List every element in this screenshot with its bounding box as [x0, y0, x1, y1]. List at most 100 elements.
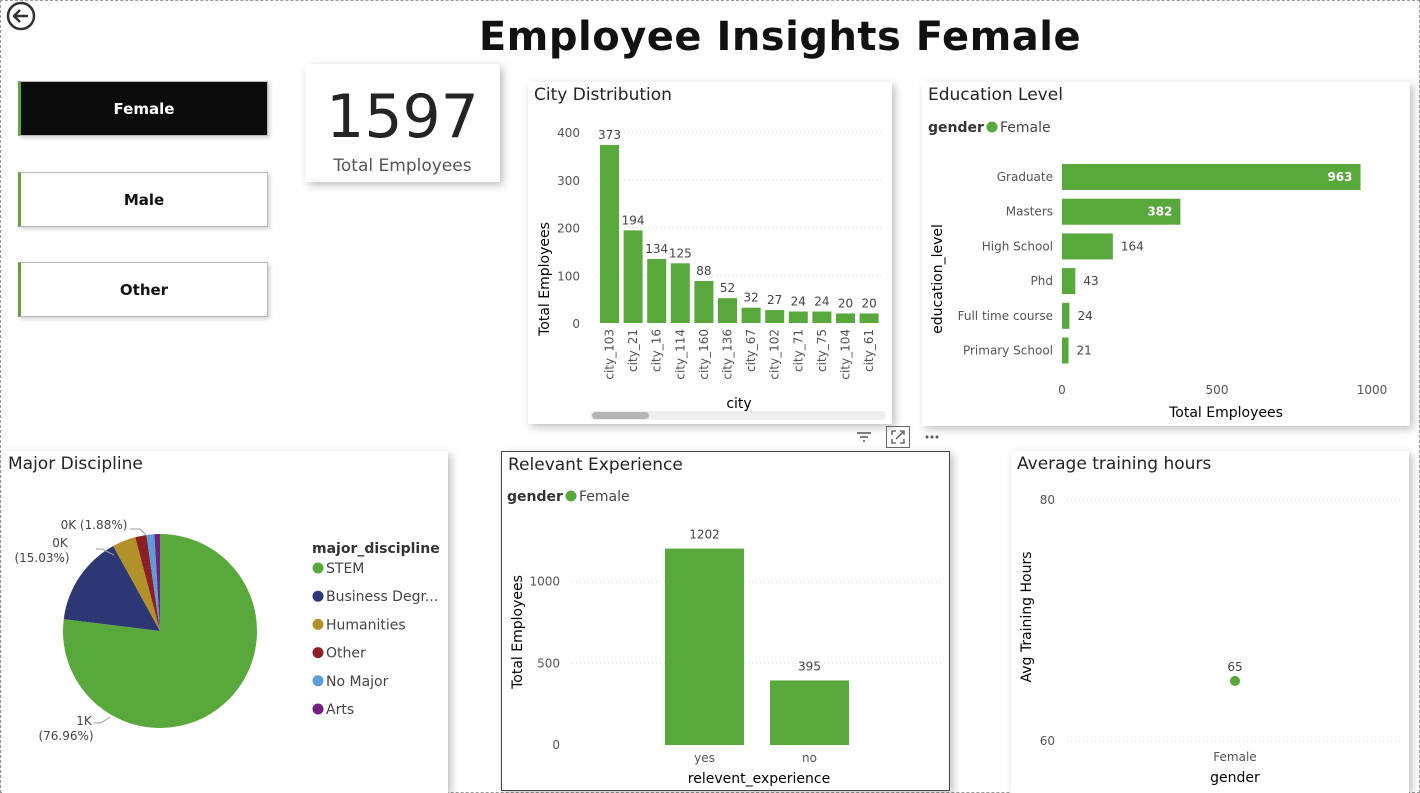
- pie-slice: [113, 537, 160, 631]
- major-legend-title: major_discipline: [312, 541, 440, 557]
- education-bar: [1062, 198, 1181, 225]
- city-bar: [741, 307, 761, 323]
- city-bar-data-label: 32: [743, 291, 758, 305]
- city-chart-title: City Distribution: [534, 85, 672, 105]
- education-x-tick-label: 500: [1206, 383, 1229, 397]
- major-legend-item[interactable]: No Major: [326, 674, 389, 690]
- education-bar-data-label: 382: [1147, 205, 1172, 219]
- major-chart-title: Major Discipline: [8, 454, 143, 474]
- kpi-value: 1597: [326, 82, 479, 152]
- training-data-label: 65: [1227, 660, 1242, 674]
- horizontal-scrollbar-thumb[interactable]: [592, 412, 649, 419]
- city-x-tick-label: city_21: [626, 329, 640, 372]
- city-y-tick-label: 300: [557, 174, 580, 188]
- city-x-tick-label: city_16: [650, 329, 664, 372]
- city-distribution-visual[interactable]: City Distribution 0 100 200 300 400 373 city_1…: [528, 82, 892, 424]
- training-x-axis-label: gender: [1210, 770, 1260, 786]
- pie-data-label-business: 0K (15.03%): [14, 536, 69, 565]
- city-bar: [670, 263, 690, 323]
- major-legend-item[interactable]: Humanities: [326, 617, 406, 633]
- slicer-button-male[interactable]: Male: [18, 172, 268, 227]
- city-y-tick-label: 100: [557, 269, 580, 283]
- experience-x-tick-label: no: [802, 751, 817, 765]
- experience-y-tick-label: 1000: [529, 575, 560, 589]
- city-x-tick-label: city_75: [815, 329, 829, 372]
- city-x-tick-label: city_67: [744, 329, 758, 372]
- education-legend-swatch: [986, 121, 998, 133]
- education-y-tick-label: Phd: [1031, 274, 1053, 288]
- experience-y-axis-label: Total Employees: [510, 575, 526, 690]
- education-bar-data-label: 21: [1077, 344, 1092, 358]
- kpi-label: Total Employees: [333, 156, 472, 176]
- back-arrow-icon[interactable]: [6, 1, 36, 31]
- education-bar-data-label: 963: [1327, 170, 1352, 184]
- more-options-icon[interactable]: [920, 426, 944, 448]
- education-y-tick-label: Primary School: [963, 344, 1053, 358]
- city-x-tick-label: city_102: [768, 329, 782, 380]
- page-title: Employee Insights Female: [478, 14, 1082, 60]
- education-legend-title: gender: [928, 120, 984, 136]
- city-bar: [812, 311, 832, 323]
- education-y-tick-label: Graduate: [997, 170, 1053, 184]
- filter-icon[interactable]: [852, 426, 876, 448]
- kpi-card[interactable]: 1597 Total Employees: [305, 64, 500, 182]
- major-legend-item[interactable]: STEM: [326, 561, 364, 577]
- slicer-button-other[interactable]: Other: [18, 262, 268, 317]
- training-hours-visual[interactable]: Average training hours 60 80 65 Female Avg …: [1011, 451, 1409, 793]
- experience-legend-item[interactable]: Female: [579, 489, 630, 505]
- pie-data-label-other: 0K (1.88%): [61, 518, 128, 532]
- education-x-tick-label: 0: [1058, 383, 1066, 397]
- horizontal-scrollbar-track[interactable]: [590, 411, 886, 420]
- city-x-axis-label: city: [726, 396, 751, 412]
- training-y-tick-label: 80: [1040, 493, 1055, 507]
- city-x-tick-label: city_71: [791, 329, 805, 372]
- city-bar: [694, 280, 714, 323]
- city-x-tick-label: city_61: [862, 329, 876, 372]
- visual-header-toolbar: [852, 424, 948, 450]
- relevant-experience-visual[interactable]: Relevant Experience gender Female 0 500 10…: [501, 451, 950, 791]
- city-y-tick-label: 0: [572, 317, 580, 331]
- city-y-tick-label: 200: [557, 222, 580, 236]
- training-chart-svg: 60 80 65 Female Avg Training Hours gender: [1019, 493, 1403, 786]
- experience-legend-swatch: [565, 490, 577, 502]
- city-bar-data-label: 24: [814, 295, 829, 309]
- city-bar-data-label: 27: [767, 293, 782, 307]
- major-discipline-visual[interactable]: Major Discipline 0K (1.88%) 0K (15.03%) 1…: [2, 451, 448, 793]
- experience-y-tick-label: 500: [537, 656, 560, 670]
- city-bar-data-label: 125: [669, 246, 692, 260]
- training-y-tick-label: 60: [1040, 734, 1055, 748]
- pie-leader-line: [94, 716, 111, 724]
- slicer-button-female[interactable]: Female: [18, 81, 268, 136]
- city-bar-data-label: 20: [861, 296, 876, 310]
- pie-slice: [146, 534, 160, 631]
- major-chart-svg: 0K (1.88%) 0K (15.03%) 1K (76.96%) major_d…: [14, 518, 440, 743]
- city-bar-data-label: 373: [598, 128, 621, 142]
- pie-slice: [135, 534, 160, 631]
- city-y-axis-label: Total Employees: [537, 222, 553, 337]
- city-bar-data-label: 194: [622, 213, 645, 227]
- education-bar: [1062, 337, 1069, 364]
- education-legend-item[interactable]: Female: [1000, 120, 1051, 136]
- focus-mode-icon[interactable]: [886, 426, 910, 448]
- education-bar-data-label: 164: [1121, 239, 1144, 253]
- city-x-tick-label: city_136: [721, 329, 735, 380]
- training-chart-title: Average training hours: [1017, 454, 1212, 474]
- major-legend-swatch: [312, 675, 324, 687]
- city-bar: [859, 313, 879, 323]
- training-data-point: [1230, 675, 1240, 686]
- experience-bar-data-label: 1202: [689, 528, 720, 542]
- experience-legend-title: gender: [507, 489, 563, 505]
- experience-bar: [770, 680, 849, 745]
- major-legend-item[interactable]: Arts: [326, 702, 354, 718]
- major-legend-swatch: [312, 647, 324, 659]
- city-bar: [600, 144, 619, 323]
- city-bar-data-label: 24: [791, 295, 806, 309]
- city-bar-data-label: 52: [720, 281, 735, 295]
- education-y-tick-label: Masters: [1006, 205, 1053, 219]
- major-legend-item[interactable]: Other: [326, 646, 366, 662]
- education-y-tick-label: High School: [982, 239, 1053, 253]
- city-chart-svg: 0 100 200 300 400 373 city_103 194 city_21 134 cit…: [537, 126, 886, 420]
- major-legend-item[interactable]: Business Degr...: [326, 589, 438, 605]
- education-bar: [1062, 302, 1070, 329]
- education-level-visual[interactable]: Education Level gender Female Graduate 96…: [922, 82, 1410, 426]
